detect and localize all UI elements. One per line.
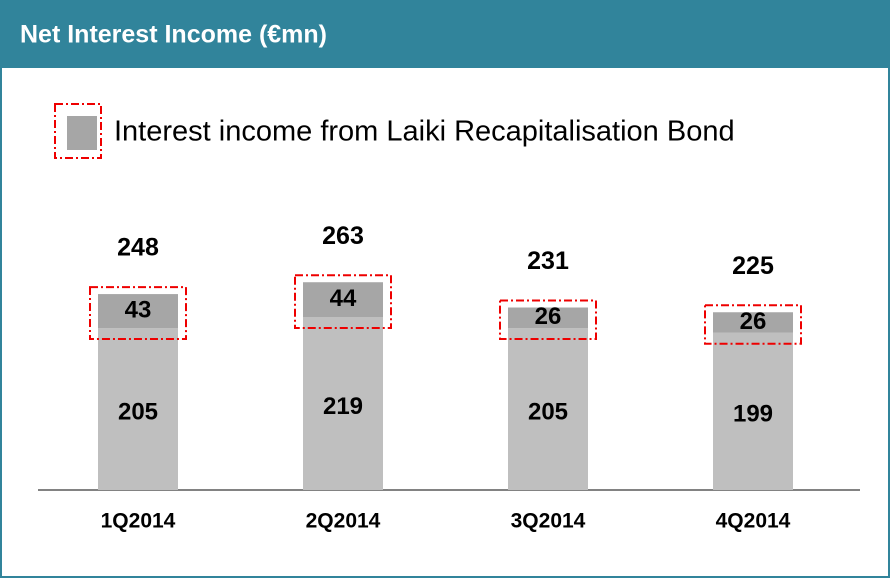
bar-segment: [98, 294, 178, 329]
bar-segment: [303, 316, 383, 490]
total-label: 248: [117, 234, 159, 262]
highlight-box: [704, 304, 802, 345]
highlight-box: [499, 299, 597, 341]
highlight-box: [294, 274, 392, 329]
total-label: 231: [527, 247, 569, 275]
bar-segment: [713, 312, 793, 333]
x-tick-label: 3Q2014: [511, 510, 586, 533]
value-label: 199: [733, 401, 773, 428]
total-label: 263: [322, 222, 364, 250]
bar-segment: [98, 328, 178, 490]
chart-title: Net Interest Income (€mn): [20, 21, 327, 49]
bar-segment: [508, 328, 588, 490]
bar-segment: [303, 282, 383, 317]
highlight-box: [89, 286, 187, 341]
legend-swatch: [67, 116, 97, 150]
value-label: 205: [118, 398, 158, 425]
value-label: 44: [330, 285, 357, 312]
total-label: 225: [732, 252, 774, 280]
bar-segment: [508, 307, 588, 329]
bar-segment: [713, 332, 793, 490]
value-label: 205: [528, 398, 568, 425]
value-label: 43: [125, 296, 152, 323]
x-tick-label: 2Q2014: [306, 510, 381, 533]
legend-highlight: [54, 103, 102, 159]
header-bar: [0, 0, 890, 68]
legend-label: Interest income from Laiki Recapitalisat…: [114, 116, 735, 148]
x-tick-label: 4Q2014: [716, 510, 791, 533]
value-label: 26: [740, 308, 767, 335]
value-label: 219: [323, 393, 363, 420]
x-tick-label: 1Q2014: [101, 510, 176, 533]
value-label: 26: [535, 303, 562, 330]
